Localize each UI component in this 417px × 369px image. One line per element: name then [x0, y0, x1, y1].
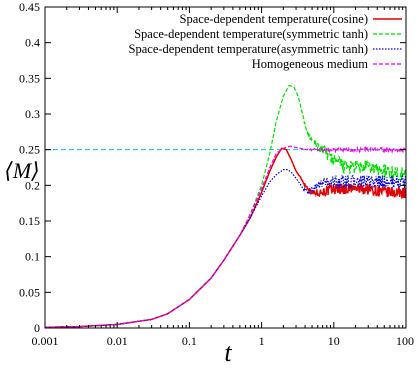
y-tick-label: 0.4 — [25, 36, 40, 50]
plot-frame — [44, 6, 407, 329]
y-tick-label: 0.45 — [19, 0, 40, 14]
tick-layer: 0.001 0.01 0.1 1 10 100 0 0.05 0.1 0.15 0.2 0.25 0.3… — [19, 0, 414, 348]
legend: Space-dependent temperature(cosine)Space… — [129, 12, 402, 71]
y-tick-label: 0.1 — [25, 250, 40, 264]
legend-label-2: Space-dependent temperature(symmetric ta… — [134, 27, 368, 41]
series-line-2 — [45, 84, 406, 328]
series-line-4 — [45, 145, 406, 328]
x-tick-label: 0.001 — [32, 334, 59, 348]
series-line-3 — [45, 169, 406, 328]
y-axis-title: ⟨M⟩ — [4, 158, 40, 183]
series-layer — [45, 84, 406, 328]
y-tick-label: 0.35 — [19, 71, 40, 85]
legend-label-1: Space-dependent temperature(cosine) — [180, 12, 368, 26]
x-tick-label: 10 — [328, 334, 340, 348]
legend-label-3: Space-dependent temperature(asymmetric t… — [129, 42, 368, 56]
y-tick-label: 0 — [34, 321, 40, 335]
x-tick-label: 0.1 — [182, 334, 197, 348]
x-tick-label: 0.01 — [107, 334, 128, 348]
x-tick-label: 1 — [259, 334, 265, 348]
x-tick-label: 100 — [396, 334, 414, 348]
y-tick-label: 0.15 — [19, 214, 40, 228]
series-line-1 — [45, 147, 406, 328]
legend-label-4: Homogeneous medium — [252, 57, 369, 71]
y-tick-label: 0.25 — [19, 143, 40, 157]
y-tick-label: 0.3 — [25, 107, 40, 121]
y-tick-label: 0.05 — [19, 285, 40, 299]
x-axis-title: t — [224, 338, 232, 367]
y-tick-label: 0.2 — [25, 178, 40, 192]
